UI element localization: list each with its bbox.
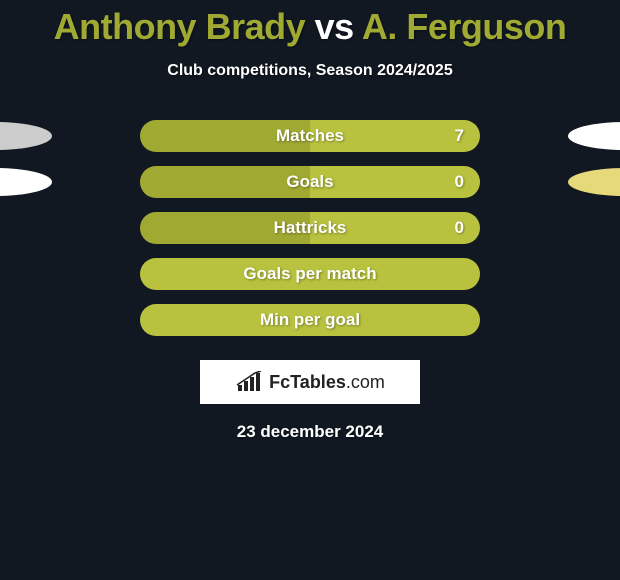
ellipse-right (568, 122, 620, 150)
stat-bar: Min per goal (140, 304, 480, 336)
stat-label: Min per goal (260, 310, 360, 330)
stat-label: Hattricks (274, 218, 347, 238)
stat-label: Goals (286, 172, 333, 192)
date-label: 23 december 2024 (237, 422, 384, 442)
ellipse-right (568, 168, 620, 196)
stat-bar: Hattricks 0 (140, 212, 480, 244)
stat-row: Hattricks 0 (70, 212, 550, 244)
subtitle: Club competitions, Season 2024/2025 (167, 62, 452, 80)
stat-row: Matches 7 (70, 120, 550, 152)
ellipse-left (0, 168, 52, 196)
stat-bar: Goals per match (140, 258, 480, 290)
page-title: Anthony Brady vs A. Ferguson (54, 6, 567, 48)
title-player1: Anthony Brady (54, 6, 306, 47)
title-player2: A. Ferguson (362, 6, 567, 47)
stat-value: 7 (455, 126, 464, 146)
logo-chart-icon (235, 371, 263, 393)
stat-value: 0 (455, 218, 464, 238)
stat-label: Matches (276, 126, 344, 146)
logo: FcTables.com (200, 360, 420, 404)
stat-bar: Matches 7 (140, 120, 480, 152)
stat-row: Min per goal (70, 304, 550, 336)
logo-text: FcTables.com (269, 372, 385, 393)
comparison-infographic: Anthony Brady vs A. Ferguson Club compet… (0, 0, 620, 580)
stat-row: Goals per match (70, 258, 550, 290)
stat-row: Goals 0 (70, 166, 550, 198)
logo-brand: FcTables (269, 372, 346, 392)
logo-suffix: .com (346, 372, 385, 392)
stats-list: Matches 7 Goals 0 Hattricks 0 Goals per match M… (70, 120, 550, 336)
stat-bar: Goals 0 (140, 166, 480, 198)
stat-label: Goals per match (243, 264, 376, 284)
ellipse-left (0, 122, 52, 150)
stat-value: 0 (455, 172, 464, 192)
title-vs: vs (315, 6, 354, 47)
